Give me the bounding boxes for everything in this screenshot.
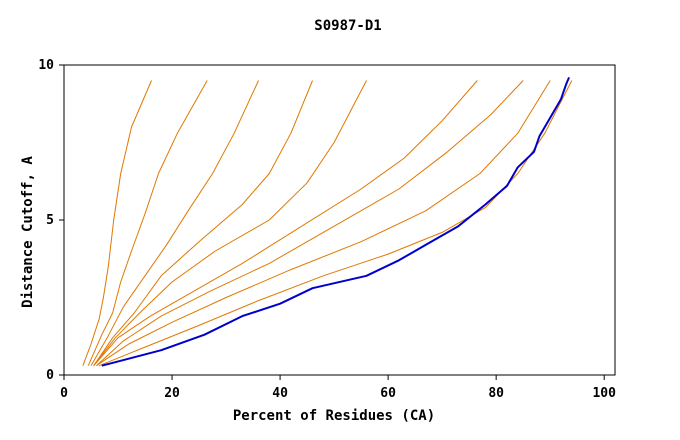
x-tick-label: 100 — [592, 386, 616, 401]
series-layer — [82, 77, 573, 367]
model-series-line-7 — [96, 80, 524, 367]
model-series-line-3 — [90, 80, 259, 366]
x-axis-label: Percent of Residues (CA) — [233, 408, 435, 424]
model-series-line-2 — [87, 80, 208, 366]
model-series-line-6 — [93, 80, 478, 367]
y-tick-label: 5 — [46, 213, 54, 228]
x-tick-label: 60 — [380, 386, 396, 401]
plot-frame — [63, 64, 616, 376]
x-tick-label: 0 — [60, 386, 68, 401]
model-series-line-4 — [93, 80, 313, 366]
x-tick-label: 40 — [272, 386, 288, 401]
x-axis-ticks: 0 20 40 60 80 100 — [60, 375, 616, 401]
model-series-line-8 — [96, 80, 551, 367]
y-axis-label: Distance Cutoff, A — [20, 156, 36, 308]
y-tick-label: 0 — [46, 368, 54, 383]
reference-series-line — [101, 77, 571, 367]
y-axis-ticks: 0 5 10 — [38, 58, 64, 383]
x-tick-label: 80 — [488, 386, 504, 401]
x-tick-label: 20 — [164, 386, 180, 401]
y-tick-label: 10 — [38, 58, 54, 73]
chart-title: S0987-D1 — [314, 18, 381, 34]
model-series-line-1 — [82, 80, 152, 366]
model-series-line-5 — [93, 80, 367, 367]
